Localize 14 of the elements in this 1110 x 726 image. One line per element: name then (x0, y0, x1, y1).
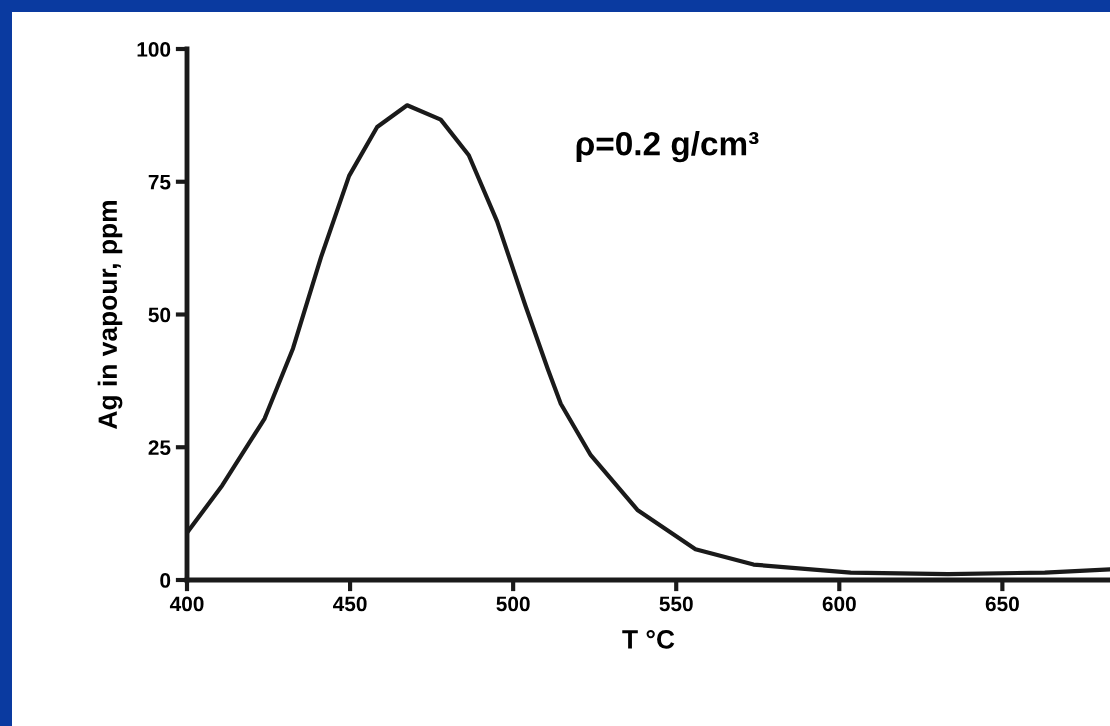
y-axis-title: Ag in vapour, ppm (97, 201, 123, 429)
annotation: ρ=0.2 g/cm³ (576, 131, 759, 163)
y-tick-label: 50 (148, 307, 171, 323)
x-tick-label: 650 (985, 596, 1019, 612)
y-tick-label: 25 (148, 440, 171, 455)
y-tick-label: 0 (160, 573, 171, 588)
x-tick-label: 500 (496, 596, 530, 612)
y-tick-label: 75 (148, 174, 171, 190)
x-tick-label: 550 (659, 596, 693, 612)
x-tick-label: 450 (333, 596, 367, 612)
x-tick-label: 600 (822, 596, 856, 612)
x-axis-title: T °C (622, 629, 675, 649)
x-tick-label: 400 (169, 596, 204, 612)
y-tick-label: 100 (137, 42, 171, 57)
